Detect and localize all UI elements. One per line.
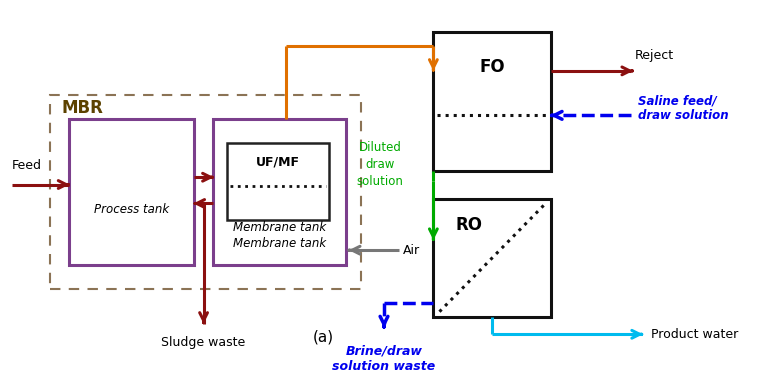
Text: Process tank: Process tank [94, 203, 169, 216]
Text: Brine/draw
solution waste: Brine/draw solution waste [333, 345, 435, 373]
Bar [433, 199, 551, 317]
Bar [213, 119, 346, 265]
Text: Sludge waste: Sludge waste [161, 336, 246, 349]
Bar [433, 32, 551, 171]
Bar [50, 94, 361, 289]
Text: Air: Air [403, 244, 420, 257]
Text: Product water: Product water [651, 328, 739, 341]
Text: Membrane tank: Membrane tank [233, 222, 326, 234]
Text: Saline feed/
draw solution: Saline feed/ draw solution [638, 94, 729, 122]
Bar [227, 143, 329, 220]
Text: Membrane tank: Membrane tank [233, 237, 326, 251]
Text: Feed: Feed [12, 160, 41, 172]
Text: Reject: Reject [634, 49, 674, 62]
Text: Diluted
draw
solution: Diluted draw solution [357, 141, 404, 187]
Bar [69, 119, 194, 265]
Text: (a): (a) [313, 330, 334, 345]
Text: MBR: MBR [61, 99, 103, 118]
Text: RO: RO [455, 216, 482, 234]
Text: UF/MF: UF/MF [256, 156, 300, 169]
Text: FO: FO [479, 58, 505, 76]
